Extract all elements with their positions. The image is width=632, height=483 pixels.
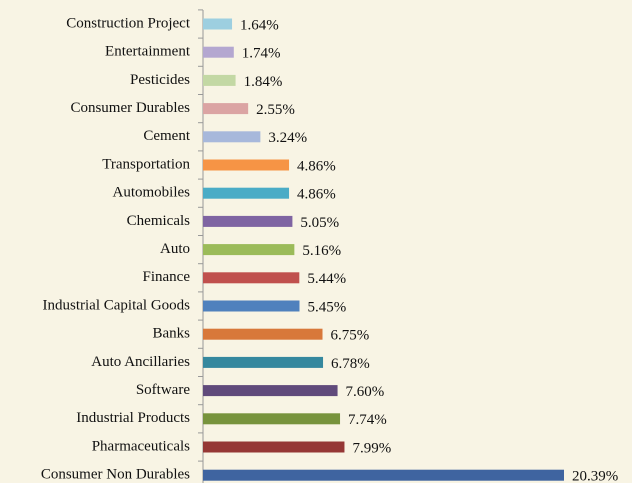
- bar: [203, 300, 300, 312]
- y-tick-label: Software: [136, 382, 190, 398]
- bar: [203, 159, 290, 171]
- value-label: 7.60%: [346, 384, 385, 400]
- value-label: 7.74%: [348, 412, 387, 428]
- bar: [203, 385, 338, 397]
- value-label: 6.78%: [331, 356, 370, 372]
- bar: [203, 356, 324, 368]
- y-tick-label: Automobiles: [113, 185, 191, 201]
- value-label: 2.55%: [256, 102, 295, 118]
- bar: [203, 244, 295, 256]
- bar: [203, 74, 236, 86]
- value-label: 5.05%: [300, 215, 339, 231]
- bar: [203, 103, 249, 115]
- value-label: 7.99%: [352, 440, 391, 456]
- value-label: 5.44%: [307, 271, 346, 287]
- bar: [203, 18, 233, 30]
- value-label: 3.24%: [268, 130, 307, 146]
- bar: [203, 469, 564, 481]
- y-tick-label: Banks: [153, 326, 191, 342]
- bar: [203, 413, 341, 425]
- bar: [203, 215, 293, 227]
- y-tick-label: Industrial Products: [76, 410, 190, 426]
- bar: [203, 46, 234, 58]
- y-tick-label: Cement: [143, 128, 190, 144]
- y-tick-label: Pharmaceuticals: [92, 438, 190, 454]
- bar: [203, 272, 300, 284]
- y-tick-label: Transportation: [102, 156, 190, 172]
- value-label: 4.86%: [297, 187, 336, 203]
- y-tick-label: Entertainment: [105, 44, 191, 60]
- value-label: 1.84%: [244, 74, 283, 90]
- y-tick-label: Industrial Capital Goods: [43, 297, 191, 313]
- bar: [203, 441, 345, 453]
- value-label: 1.74%: [242, 46, 281, 62]
- bar: [203, 328, 323, 340]
- value-label: 4.86%: [297, 158, 336, 174]
- y-tick-label: Auto: [160, 241, 190, 257]
- y-tick-label: Pesticides: [130, 72, 190, 88]
- bar: [203, 187, 290, 199]
- value-label: 5.16%: [302, 243, 341, 259]
- value-label: 20.39%: [572, 469, 618, 483]
- y-tick-label: Construction Project: [66, 15, 191, 31]
- y-tick-label: Chemicals: [127, 213, 190, 229]
- y-tick-label: Finance: [143, 269, 191, 285]
- y-tick-label: Consumer Durables: [70, 100, 190, 116]
- value-label: 1.64%: [240, 17, 279, 33]
- value-label: 5.45%: [307, 299, 346, 315]
- bar: [203, 131, 261, 143]
- y-tick-label: Consumer Non Durables: [41, 467, 190, 483]
- y-tick-label: Auto Ancillaries: [91, 354, 190, 370]
- value-label: 6.75%: [331, 328, 370, 344]
